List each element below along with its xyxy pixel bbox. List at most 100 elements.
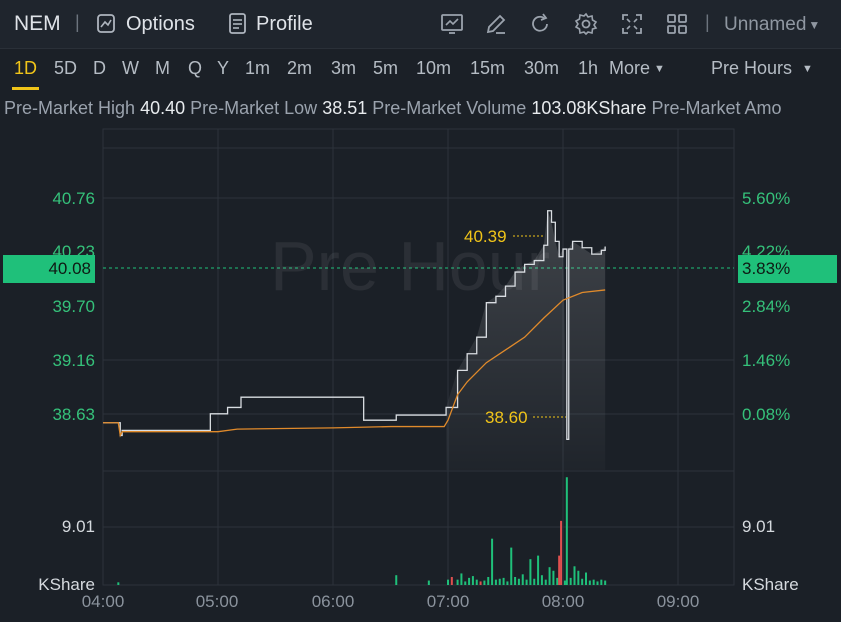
grid-icon[interactable] xyxy=(665,12,689,36)
price-chart[interactable]: Pre Hour xyxy=(0,124,841,622)
price-line xyxy=(103,210,606,440)
volume-bar xyxy=(552,570,555,585)
volume-bar xyxy=(585,572,587,585)
period-tab-m[interactable]: M xyxy=(155,58,170,78)
volume-bar xyxy=(581,578,584,585)
volume-bar xyxy=(117,582,120,585)
high-value: 40.40 xyxy=(140,98,186,118)
period-tab-w[interactable]: W xyxy=(122,58,139,78)
period-tab-5m[interactable]: 5m xyxy=(373,58,399,78)
layout-name: Unnamed xyxy=(724,14,807,35)
period-tab-q[interactable]: Q xyxy=(188,58,203,78)
volume-bar xyxy=(529,559,532,585)
time-axis-label: 04:00 xyxy=(81,592,125,611)
volume-bar xyxy=(502,577,505,585)
volume-bar xyxy=(514,576,517,585)
right-axis-label: 5.60% xyxy=(742,189,791,208)
volume-bar xyxy=(479,581,482,585)
volume-bar xyxy=(395,575,398,585)
volume-unit-left: KShare xyxy=(38,575,95,594)
volume-bar xyxy=(548,567,551,585)
fullscreen-icon[interactable] xyxy=(620,12,644,36)
volume-bar xyxy=(510,547,513,585)
volume-bar xyxy=(558,555,561,585)
period-tab-3m[interactable]: 3m xyxy=(331,58,357,78)
volume-bar xyxy=(533,578,536,585)
volume-bar xyxy=(460,573,463,585)
right-axis-label: 0.08% xyxy=(742,405,791,424)
period-bar xyxy=(0,49,841,91)
divider: | xyxy=(75,12,80,32)
volume-bar xyxy=(491,538,494,585)
chevron-down-icon: ▼ xyxy=(802,62,813,75)
volume-bar xyxy=(494,579,497,585)
period-tab-10m[interactable]: 10m xyxy=(416,58,452,78)
symbol-label[interactable]: NEM xyxy=(14,12,61,35)
period-tab-30m[interactable]: 30m xyxy=(524,58,560,78)
top-toolbar xyxy=(0,0,841,49)
volume-bar xyxy=(468,577,471,585)
volume-bar xyxy=(475,579,478,585)
volume-bar xyxy=(565,477,568,585)
dropdown-icon: ▼ xyxy=(808,18,821,32)
current-change-tag: 3.83% xyxy=(738,255,837,283)
volume-layer xyxy=(117,477,607,585)
price-area xyxy=(446,210,606,470)
period-tab-5d[interactable]: 5D xyxy=(54,58,78,78)
volume-bar xyxy=(569,577,572,585)
volume-bar xyxy=(588,580,591,585)
period-tab-y[interactable]: Y xyxy=(217,58,230,78)
high-annotation: 40.39 xyxy=(464,227,507,246)
chart-icon[interactable] xyxy=(440,12,464,36)
options-icon xyxy=(97,14,115,33)
options-button[interactable]: Options xyxy=(96,10,195,38)
period-tab-1d[interactable]: 1D xyxy=(14,58,38,78)
profile-button[interactable]: Profile xyxy=(228,10,313,38)
session-label: Pre Hours xyxy=(711,58,793,78)
divider: | xyxy=(705,12,710,32)
volume-bar xyxy=(592,579,595,585)
profile-label: Profile xyxy=(256,12,313,35)
volume-bar xyxy=(450,576,453,585)
more-label: More xyxy=(609,58,651,78)
period-tab-1h[interactable]: 1h xyxy=(578,58,599,78)
volume-bar xyxy=(604,580,607,585)
volume-bar xyxy=(556,577,559,585)
low-value: 38.51 xyxy=(322,98,368,118)
volume-bar xyxy=(600,579,603,585)
time-axis-label: 08:00 xyxy=(541,592,585,611)
layout-dropdown[interactable]: Unnamed ▼ xyxy=(724,14,820,36)
period-tab-15m[interactable]: 15m xyxy=(470,58,506,78)
time-axis-label: 05:00 xyxy=(195,592,239,611)
low-annotation: 38.60 xyxy=(485,408,528,427)
volume-bar xyxy=(563,580,566,585)
volume-axis-right: 9.01 xyxy=(742,517,776,536)
volume-bar xyxy=(427,580,430,585)
more-periods-button[interactable]: More ▼ xyxy=(609,58,665,79)
low-label: Pre-Market Low xyxy=(190,98,318,118)
volume-bar xyxy=(544,579,547,585)
amount-label: Pre-Market Amo xyxy=(651,98,782,118)
premarket-stats: Pre-Market High 40.40 Pre-Market Low 38.… xyxy=(0,94,841,124)
right-axis-label: 1.46% xyxy=(742,351,791,370)
period-tab-d[interactable]: D xyxy=(93,58,106,78)
session-dropdown[interactable]: Pre Hours ▼ xyxy=(711,58,813,79)
refresh-icon[interactable] xyxy=(528,12,552,36)
volume-bar xyxy=(540,575,543,585)
time-axis-label: 09:00 xyxy=(656,592,700,611)
volume-bar xyxy=(483,580,486,585)
high-label: Pre-Market High xyxy=(4,98,136,118)
volume-bar xyxy=(577,570,580,585)
right-axis-label: 2.84% xyxy=(742,297,791,316)
price-layer xyxy=(103,210,606,470)
edit-icon[interactable] xyxy=(484,12,508,36)
left-axis-label: 38.63 xyxy=(52,405,95,424)
left-axis-label: 39.16 xyxy=(52,351,95,370)
left-axis-label: 39.70 xyxy=(52,297,95,316)
volume-bar xyxy=(464,581,467,585)
period-tab-1m[interactable]: 1m xyxy=(245,58,271,78)
volume-axis-left: 9.01 xyxy=(61,517,95,536)
volume-label: Pre-Market Volume xyxy=(372,98,527,118)
period-tab-2m[interactable]: 2m xyxy=(287,58,313,78)
settings-icon[interactable] xyxy=(574,12,598,36)
